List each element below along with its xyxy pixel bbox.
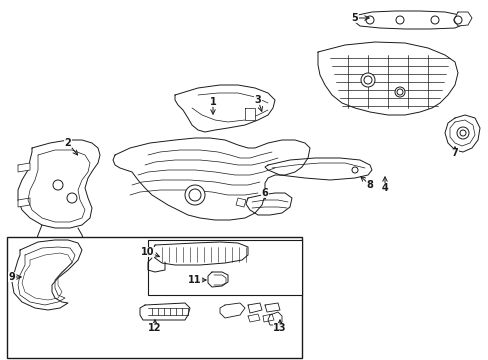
- Text: 5: 5: [351, 13, 358, 23]
- Polygon shape: [207, 272, 227, 287]
- Polygon shape: [264, 158, 371, 180]
- Circle shape: [396, 89, 402, 95]
- Polygon shape: [18, 163, 30, 172]
- Polygon shape: [247, 303, 262, 313]
- Circle shape: [459, 130, 465, 136]
- Text: 13: 13: [273, 323, 286, 333]
- Polygon shape: [267, 312, 282, 325]
- Text: 12: 12: [148, 323, 162, 333]
- Polygon shape: [12, 240, 82, 310]
- Polygon shape: [444, 115, 479, 152]
- Polygon shape: [244, 108, 254, 120]
- Text: 6: 6: [261, 188, 268, 198]
- Circle shape: [363, 76, 371, 84]
- Polygon shape: [18, 198, 30, 207]
- Circle shape: [360, 73, 374, 87]
- Polygon shape: [236, 198, 245, 207]
- Polygon shape: [354, 11, 464, 29]
- Circle shape: [395, 16, 403, 24]
- Polygon shape: [317, 42, 457, 115]
- Polygon shape: [140, 303, 190, 320]
- Text: 4: 4: [381, 183, 387, 193]
- Polygon shape: [263, 314, 273, 322]
- Text: 10: 10: [141, 247, 154, 257]
- Text: 3: 3: [254, 95, 261, 105]
- Circle shape: [351, 167, 357, 173]
- Circle shape: [53, 180, 63, 190]
- Text: 8: 8: [366, 180, 373, 190]
- Polygon shape: [113, 138, 309, 220]
- Polygon shape: [245, 193, 291, 215]
- Text: 9: 9: [9, 272, 15, 282]
- Text: 7: 7: [451, 148, 457, 158]
- Circle shape: [394, 87, 404, 97]
- Polygon shape: [453, 12, 471, 26]
- Bar: [148, 240, 302, 295]
- Circle shape: [453, 16, 461, 24]
- Bar: [7, 237, 302, 358]
- Circle shape: [430, 16, 438, 24]
- Text: 2: 2: [64, 138, 71, 148]
- Polygon shape: [175, 85, 274, 132]
- Text: 11: 11: [188, 275, 202, 285]
- Circle shape: [365, 16, 373, 24]
- Circle shape: [67, 193, 77, 203]
- Polygon shape: [152, 242, 247, 265]
- Circle shape: [184, 185, 204, 205]
- Polygon shape: [220, 303, 244, 318]
- Circle shape: [189, 189, 201, 201]
- Polygon shape: [264, 303, 280, 312]
- Polygon shape: [18, 140, 100, 228]
- Polygon shape: [247, 314, 260, 322]
- Circle shape: [456, 127, 468, 139]
- Text: 1: 1: [209, 97, 216, 107]
